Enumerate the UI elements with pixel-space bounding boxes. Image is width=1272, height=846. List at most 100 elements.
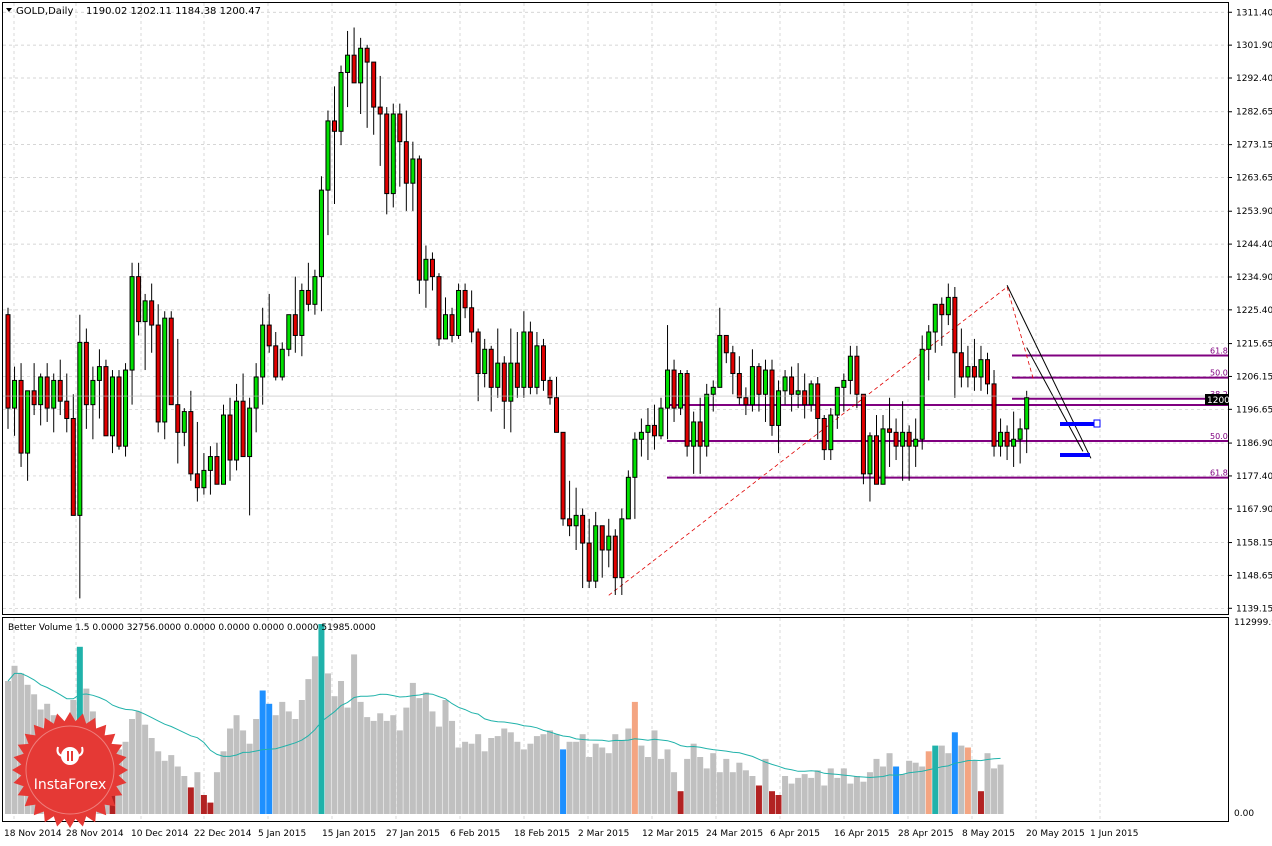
candle bbox=[247, 397, 253, 516]
candle bbox=[299, 283, 305, 357]
y-tick-label: 1225.40 bbox=[1236, 306, 1272, 316]
candle bbox=[697, 397, 703, 474]
candle bbox=[292, 276, 298, 353]
volume-bar bbox=[155, 751, 162, 814]
candle bbox=[371, 61, 377, 135]
candle bbox=[828, 408, 834, 461]
candle bbox=[96, 349, 102, 419]
candle bbox=[64, 373, 70, 433]
volume-bar bbox=[383, 720, 390, 814]
candle bbox=[214, 442, 220, 485]
trendline[interactable] bbox=[1026, 347, 1084, 452]
candle bbox=[188, 390, 194, 481]
candle bbox=[423, 245, 429, 308]
trendline[interactable] bbox=[1006, 285, 1092, 459]
candle bbox=[149, 283, 155, 353]
candle bbox=[632, 432, 638, 519]
dropdown-arrow-icon[interactable] bbox=[6, 8, 12, 12]
volume-bar bbox=[409, 682, 416, 814]
candle bbox=[691, 411, 697, 474]
candle bbox=[554, 376, 560, 433]
candle bbox=[932, 303, 938, 353]
candle bbox=[815, 376, 821, 440]
volume-bar bbox=[945, 753, 952, 814]
y-tick-label: 1196.65 bbox=[1236, 405, 1272, 415]
volume-bar bbox=[795, 777, 802, 814]
y-tick-label: 1311.40 bbox=[1236, 8, 1272, 18]
volume-bar bbox=[971, 760, 978, 814]
volume-bar bbox=[142, 724, 149, 814]
x-tick-label: 27 Jan 2015 bbox=[386, 829, 440, 839]
time-axis: 18 Nov 2014 28 Nov 2014 10 Dec 2014 22 Dec … bbox=[4, 829, 1138, 839]
fib-anchor-line[interactable] bbox=[1006, 286, 1034, 379]
candle bbox=[410, 141, 416, 211]
candle bbox=[704, 383, 710, 457]
candle bbox=[612, 529, 618, 595]
candle bbox=[325, 110, 331, 236]
x-tick-label: 18 Feb 2015 bbox=[514, 829, 570, 839]
y-tick-label: 1253.90 bbox=[1236, 207, 1272, 217]
candle bbox=[625, 470, 631, 520]
volume-bar bbox=[220, 751, 227, 814]
volume-bar bbox=[991, 768, 998, 814]
volume-bar bbox=[168, 755, 175, 814]
candle bbox=[1011, 411, 1017, 467]
candle bbox=[821, 415, 827, 461]
pattern-handle[interactable] bbox=[1093, 419, 1101, 428]
volume-bar bbox=[860, 781, 867, 814]
volume-bar bbox=[422, 692, 429, 814]
candle bbox=[338, 65, 344, 146]
volume-bar bbox=[906, 760, 913, 814]
volume-bar bbox=[200, 795, 207, 814]
volume-bar bbox=[364, 717, 371, 814]
candle bbox=[854, 345, 860, 409]
candle bbox=[312, 269, 318, 315]
candle bbox=[534, 331, 540, 395]
candle bbox=[25, 390, 31, 481]
volume-bar bbox=[501, 728, 508, 814]
volume-bar bbox=[893, 766, 900, 814]
volume-bar bbox=[880, 766, 887, 814]
candle bbox=[488, 345, 494, 412]
price-panel-border bbox=[2, 2, 1229, 615]
candle bbox=[70, 394, 76, 516]
candle bbox=[939, 297, 945, 346]
x-tick-label: 5 Jan 2015 bbox=[258, 829, 306, 839]
candle bbox=[671, 359, 677, 422]
x-tick-label: 16 Apr 2015 bbox=[834, 829, 890, 839]
volume-tick-label: 0.00 bbox=[1234, 809, 1254, 819]
candle bbox=[18, 363, 24, 467]
volume-bar bbox=[625, 728, 632, 814]
volume-moving-average bbox=[7, 672, 1001, 779]
x-tick-label: 24 Mar 2015 bbox=[706, 829, 763, 839]
volume-bar bbox=[938, 745, 945, 814]
y-tick-label: 1292.40 bbox=[1236, 74, 1272, 84]
volume-bar bbox=[873, 758, 880, 814]
price-axis: 1311.40 1301.90 1292.40 1282.65 1273.15 1263.… bbox=[1228, 8, 1272, 819]
candle bbox=[194, 421, 200, 502]
volume-bar bbox=[710, 753, 717, 814]
candle bbox=[795, 363, 801, 409]
candle bbox=[175, 338, 181, 464]
volume-bar bbox=[638, 745, 645, 814]
candle bbox=[971, 338, 977, 391]
y-tick-label: 1167.90 bbox=[1236, 505, 1272, 515]
volume-bar bbox=[736, 762, 743, 814]
volume-bar bbox=[311, 656, 318, 814]
candle bbox=[638, 418, 644, 457]
candle bbox=[945, 283, 951, 326]
candle bbox=[952, 287, 958, 398]
volume-bar bbox=[129, 719, 136, 814]
candle bbox=[978, 345, 984, 391]
candle bbox=[129, 262, 135, 405]
volume-bar bbox=[488, 738, 495, 814]
volume-bar bbox=[631, 701, 638, 814]
candle bbox=[358, 37, 364, 114]
candle bbox=[462, 283, 468, 319]
candle bbox=[508, 328, 514, 433]
y-tick-label: 1244.40 bbox=[1236, 240, 1272, 250]
candle bbox=[456, 283, 462, 339]
ohlc-readout: 1190.02 1202.11 1184.38 1200.47 bbox=[86, 6, 261, 17]
volume-bar bbox=[690, 743, 697, 814]
volume-bar bbox=[729, 772, 736, 814]
